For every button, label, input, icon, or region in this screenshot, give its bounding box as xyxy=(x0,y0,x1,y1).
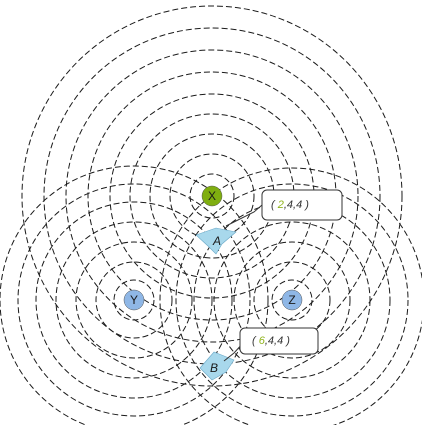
rings-Z-ring-3 xyxy=(233,241,351,359)
rings-Y-ring-2 xyxy=(95,261,173,339)
region-b xyxy=(199,351,235,381)
region-a-label: A xyxy=(212,234,221,248)
rings-X-ring-9 xyxy=(21,5,403,387)
callout-a-text: ( 2,4,4 ) xyxy=(271,199,309,211)
callout-a-open: ( xyxy=(271,199,276,211)
callout-a-box xyxy=(261,189,343,221)
node-x-label: X xyxy=(208,189,216,203)
rings-Z-ring-7 xyxy=(159,167,422,425)
rings-Y-ring-6 xyxy=(17,183,251,417)
rings-Y-ring-5 xyxy=(35,201,233,399)
callout-a-value-1: 2 xyxy=(277,199,284,211)
callout-b-value-1: 6 xyxy=(259,335,266,347)
rings-Z-ring-1 xyxy=(271,279,313,321)
callout-b-close: ) xyxy=(284,335,290,347)
region-a xyxy=(195,227,237,255)
region-b-label: B xyxy=(210,361,218,375)
callout-b-value-3: 4 xyxy=(277,335,283,347)
rings-X-ring-7 xyxy=(65,49,359,343)
rings-Y-ring-3 xyxy=(75,241,193,359)
callout-b-box xyxy=(239,327,319,355)
callout-a-value-2: 4 xyxy=(287,199,293,211)
callout-a-value-3: 4 xyxy=(296,199,302,211)
callout-a-leader xyxy=(225,204,263,227)
node-z: Z xyxy=(281,289,303,311)
rings-Y-ring-1 xyxy=(113,279,155,321)
rings-Z-ring-6 xyxy=(175,183,409,417)
rings-Y-ring-7 xyxy=(0,165,269,425)
callout-b-text: ( 6,4,4 ) xyxy=(252,335,290,347)
node-x: X xyxy=(201,185,223,207)
callout-b: ( 6,4,4 ) xyxy=(223,327,319,362)
range-rings-y xyxy=(0,165,269,425)
callout-b-open: ( xyxy=(252,335,257,347)
node-y: Y xyxy=(123,289,145,311)
node-z-label: Z xyxy=(288,293,295,307)
callout-b-value-2: 4 xyxy=(268,335,274,347)
node-y-label: Y xyxy=(130,293,138,307)
rings-X-ring-1 xyxy=(189,173,235,219)
callout-a: ( 2,4,4 ) xyxy=(225,189,343,227)
callout-a-close: ) xyxy=(303,199,309,211)
rings-Z-ring-4 xyxy=(213,221,371,379)
rings-Y-ring-4 xyxy=(55,221,213,379)
